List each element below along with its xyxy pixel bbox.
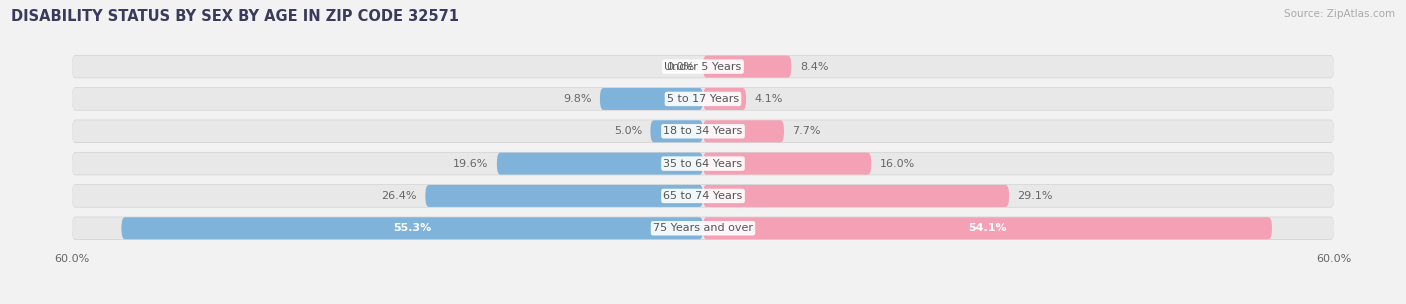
Text: 29.1%: 29.1%: [1018, 191, 1053, 201]
Legend: Male, Female: Male, Female: [643, 302, 763, 304]
FancyBboxPatch shape: [72, 120, 1334, 142]
FancyBboxPatch shape: [121, 217, 703, 239]
Text: Under 5 Years: Under 5 Years: [665, 62, 741, 72]
FancyBboxPatch shape: [72, 152, 1334, 175]
Text: 26.4%: 26.4%: [381, 191, 418, 201]
FancyBboxPatch shape: [426, 185, 703, 207]
FancyBboxPatch shape: [72, 184, 1334, 208]
FancyBboxPatch shape: [703, 120, 785, 142]
FancyBboxPatch shape: [72, 56, 1334, 78]
FancyBboxPatch shape: [72, 87, 1334, 111]
Text: 35 to 64 Years: 35 to 64 Years: [664, 159, 742, 169]
FancyBboxPatch shape: [72, 153, 1334, 174]
Text: 54.1%: 54.1%: [969, 223, 1007, 233]
FancyBboxPatch shape: [72, 217, 1334, 239]
Text: 16.0%: 16.0%: [880, 159, 915, 169]
Text: 5.0%: 5.0%: [614, 126, 643, 136]
Text: 7.7%: 7.7%: [793, 126, 821, 136]
FancyBboxPatch shape: [72, 120, 1334, 143]
Text: 75 Years and over: 75 Years and over: [652, 223, 754, 233]
FancyBboxPatch shape: [703, 153, 872, 174]
Text: 65 to 74 Years: 65 to 74 Years: [664, 191, 742, 201]
Text: 18 to 34 Years: 18 to 34 Years: [664, 126, 742, 136]
FancyBboxPatch shape: [703, 185, 1010, 207]
Text: 9.8%: 9.8%: [562, 94, 592, 104]
Text: Source: ZipAtlas.com: Source: ZipAtlas.com: [1284, 9, 1395, 19]
Text: 4.1%: 4.1%: [755, 94, 783, 104]
Text: 0.0%: 0.0%: [666, 62, 695, 72]
FancyBboxPatch shape: [651, 120, 703, 142]
FancyBboxPatch shape: [72, 55, 1334, 78]
Text: DISABILITY STATUS BY SEX BY AGE IN ZIP CODE 32571: DISABILITY STATUS BY SEX BY AGE IN ZIP C…: [11, 9, 460, 24]
Text: 8.4%: 8.4%: [800, 62, 828, 72]
FancyBboxPatch shape: [72, 88, 1334, 110]
Text: 5 to 17 Years: 5 to 17 Years: [666, 94, 740, 104]
FancyBboxPatch shape: [496, 153, 703, 174]
Text: 19.6%: 19.6%: [453, 159, 488, 169]
FancyBboxPatch shape: [600, 88, 703, 110]
FancyBboxPatch shape: [72, 185, 1334, 207]
Text: 55.3%: 55.3%: [394, 223, 432, 233]
FancyBboxPatch shape: [72, 217, 1334, 240]
FancyBboxPatch shape: [703, 217, 1272, 239]
FancyBboxPatch shape: [703, 88, 747, 110]
FancyBboxPatch shape: [703, 56, 792, 78]
